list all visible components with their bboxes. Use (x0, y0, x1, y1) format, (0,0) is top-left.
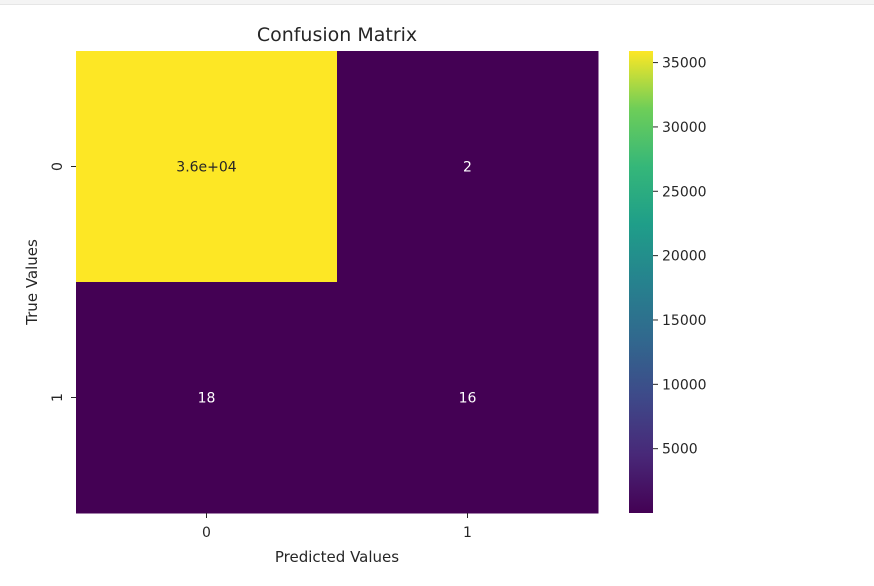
colorbar-tick-label: 5000 (662, 442, 698, 458)
y-tick-label: 1 (50, 393, 66, 402)
colorbar (629, 51, 653, 513)
colorbar-tick-label: 15000 (662, 313, 707, 329)
y-tick-label: 0 (50, 162, 66, 171)
heatmap-cells: 3.6e+04 2 18 16 (76, 51, 599, 514)
x-axis-label: Predicted Values (275, 548, 399, 566)
colorbar-tick-label: 30000 (662, 120, 707, 136)
x-tick-label: 1 (463, 525, 472, 541)
y-axis: 01 (50, 162, 76, 402)
heatmap-cell-1-1 (337, 282, 599, 514)
heatmap-cell-1-0 (76, 282, 338, 514)
heatmap-cell-0-1 (337, 51, 599, 283)
colorbar-axis: 5000 10000 15000 20000 25000 30000 35000 (653, 56, 707, 458)
colorbar-tick-label: 20000 (662, 249, 707, 265)
colorbar-tick-label: 25000 (662, 184, 707, 200)
x-tick-label: 0 (202, 525, 211, 541)
colorbar-tick-label: 35000 (662, 56, 707, 72)
cell-top-border (0, 0, 874, 5)
cell-annotation-0-1: 2 (463, 160, 472, 176)
heatmap-cell-0-0 (76, 51, 338, 283)
cell-annotation-0-0: 3.6e+04 (176, 160, 237, 176)
colorbar-tick-label: 10000 (662, 377, 707, 393)
y-axis-label: True Values (23, 239, 41, 326)
chart-title: Confusion Matrix (257, 24, 417, 46)
cell-annotation-1-1: 16 (459, 391, 477, 407)
cell-annotation-1-0: 18 (198, 391, 216, 407)
